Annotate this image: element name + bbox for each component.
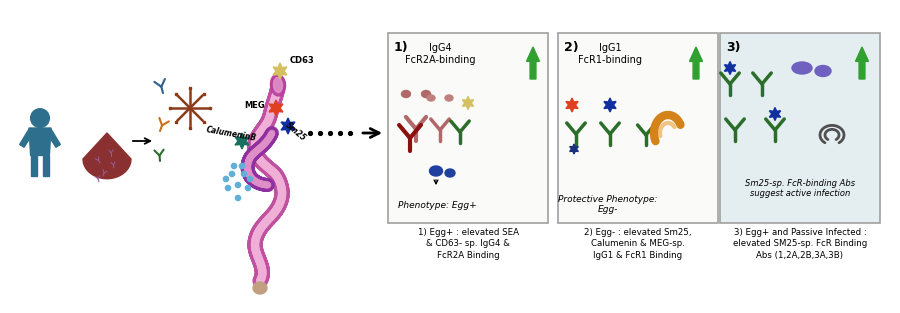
Circle shape xyxy=(31,109,50,127)
Polygon shape xyxy=(566,98,578,112)
Circle shape xyxy=(236,182,240,187)
FancyBboxPatch shape xyxy=(558,33,718,223)
Ellipse shape xyxy=(253,282,267,294)
Text: IgG1
FcR1-binding: IgG1 FcR1-binding xyxy=(578,43,642,65)
Circle shape xyxy=(236,195,240,201)
Polygon shape xyxy=(281,118,295,134)
Circle shape xyxy=(230,172,235,177)
Ellipse shape xyxy=(445,95,453,101)
Polygon shape xyxy=(20,129,33,147)
Text: Phenotype: Egg+: Phenotype: Egg+ xyxy=(398,201,477,210)
Text: 2) Egg- : elevated Sm25,
Calumenin & MEG-sp.
IgG1 & FcR1 Binding: 2) Egg- : elevated Sm25, Calumenin & MEG… xyxy=(584,228,692,260)
Ellipse shape xyxy=(815,65,831,76)
Text: CalumeninB: CalumeninB xyxy=(205,125,256,143)
Polygon shape xyxy=(463,96,473,110)
Circle shape xyxy=(241,172,247,177)
Circle shape xyxy=(231,163,237,169)
Polygon shape xyxy=(604,98,617,112)
Ellipse shape xyxy=(427,95,435,101)
Ellipse shape xyxy=(445,169,455,177)
Polygon shape xyxy=(269,100,283,116)
Text: 1): 1) xyxy=(394,41,409,54)
Circle shape xyxy=(246,185,250,191)
Polygon shape xyxy=(273,63,287,79)
FancyBboxPatch shape xyxy=(720,33,880,223)
Polygon shape xyxy=(689,47,703,79)
Text: 3) Egg+ and Passive Infected :
elevated SM25-sp. FcR Binding
Abs (1,2A,2B,3A,3B): 3) Egg+ and Passive Infected : elevated … xyxy=(733,228,867,260)
Ellipse shape xyxy=(792,62,812,74)
Circle shape xyxy=(239,163,245,169)
Polygon shape xyxy=(770,107,780,121)
Circle shape xyxy=(225,185,230,191)
Text: 1) Egg+ : elevated SEA
& CD63- sp. IgG4 &
FcR2A Binding: 1) Egg+ : elevated SEA & CD63- sp. IgG4 … xyxy=(418,228,518,260)
Polygon shape xyxy=(29,128,51,156)
Polygon shape xyxy=(570,144,579,154)
Text: CD63: CD63 xyxy=(290,56,315,65)
Ellipse shape xyxy=(274,78,283,92)
Polygon shape xyxy=(83,133,131,179)
Text: Sm25: Sm25 xyxy=(284,121,308,143)
Text: MEG: MEG xyxy=(244,100,265,110)
Circle shape xyxy=(223,177,229,182)
Ellipse shape xyxy=(271,74,285,96)
Text: Sm25-sp. FcR-binding Abs
suggest active infection: Sm25-sp. FcR-binding Abs suggest active … xyxy=(745,179,855,198)
Polygon shape xyxy=(31,156,37,177)
FancyBboxPatch shape xyxy=(388,33,548,223)
Text: 2): 2) xyxy=(564,41,579,54)
Polygon shape xyxy=(526,47,539,79)
Polygon shape xyxy=(47,129,60,147)
Polygon shape xyxy=(856,47,868,79)
Ellipse shape xyxy=(401,90,410,98)
Polygon shape xyxy=(724,61,735,74)
Ellipse shape xyxy=(429,166,443,176)
Circle shape xyxy=(248,177,253,182)
Text: IgG4
FcR2A-binding: IgG4 FcR2A-binding xyxy=(405,43,475,65)
Text: 3): 3) xyxy=(726,41,741,54)
Polygon shape xyxy=(43,156,50,177)
Ellipse shape xyxy=(421,90,430,98)
Polygon shape xyxy=(235,133,249,149)
Text: Protective Phenotype:
Egg-: Protective Phenotype: Egg- xyxy=(558,195,658,214)
